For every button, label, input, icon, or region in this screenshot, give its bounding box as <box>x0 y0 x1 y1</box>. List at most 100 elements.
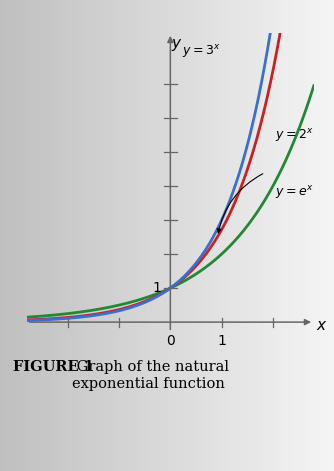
Bar <box>94 0 97 471</box>
Bar <box>67 0 70 471</box>
Bar <box>140 0 144 471</box>
Bar <box>287 0 291 471</box>
Bar <box>57 0 60 471</box>
Bar <box>317 0 321 471</box>
Bar <box>33 0 37 471</box>
Bar <box>0 0 3 471</box>
Bar <box>134 0 137 471</box>
Bar <box>30 0 33 471</box>
Bar <box>327 0 331 471</box>
Bar <box>87 0 90 471</box>
Bar <box>294 0 297 471</box>
Bar <box>174 0 177 471</box>
Bar <box>274 0 277 471</box>
Bar <box>47 0 50 471</box>
Bar <box>43 0 47 471</box>
Bar <box>311 0 314 471</box>
Bar <box>80 0 84 471</box>
Bar <box>230 0 234 471</box>
Bar <box>84 0 87 471</box>
Bar <box>120 0 124 471</box>
Bar <box>104 0 107 471</box>
Bar <box>210 0 214 471</box>
Bar <box>190 0 194 471</box>
Bar <box>10 0 13 471</box>
Text: 0: 0 <box>166 334 175 348</box>
Bar <box>127 0 130 471</box>
Bar <box>124 0 127 471</box>
Bar <box>264 0 267 471</box>
Bar <box>70 0 73 471</box>
Bar <box>301 0 304 471</box>
Text: 1: 1 <box>217 334 226 348</box>
Bar <box>157 0 160 471</box>
Text: x: x <box>317 318 326 333</box>
Bar <box>297 0 301 471</box>
Bar <box>304 0 307 471</box>
Bar <box>100 0 104 471</box>
Bar <box>90 0 94 471</box>
Bar <box>3 0 7 471</box>
Bar <box>291 0 294 471</box>
Bar <box>194 0 197 471</box>
Text: Graph of the natural
exponential function: Graph of the natural exponential functio… <box>72 360 229 390</box>
Bar <box>244 0 247 471</box>
Text: $y = 2^{x}$: $y = 2^{x}$ <box>276 127 314 144</box>
Bar <box>271 0 274 471</box>
Bar <box>117 0 120 471</box>
Bar <box>154 0 157 471</box>
Bar <box>240 0 244 471</box>
Bar <box>53 0 57 471</box>
Bar <box>150 0 154 471</box>
Bar <box>250 0 254 471</box>
Bar <box>147 0 150 471</box>
Bar <box>184 0 187 471</box>
Bar <box>160 0 164 471</box>
Bar <box>247 0 250 471</box>
Bar <box>164 0 167 471</box>
Bar <box>37 0 40 471</box>
Bar <box>321 0 324 471</box>
Bar <box>237 0 240 471</box>
Bar <box>50 0 53 471</box>
Bar <box>7 0 10 471</box>
Text: FIGURE 1: FIGURE 1 <box>13 360 95 374</box>
Bar <box>204 0 207 471</box>
Bar <box>307 0 311 471</box>
Bar <box>217 0 220 471</box>
Bar <box>261 0 264 471</box>
Bar <box>227 0 230 471</box>
Text: y: y <box>171 36 180 51</box>
Bar <box>197 0 200 471</box>
Bar <box>170 0 174 471</box>
Bar <box>180 0 184 471</box>
Bar <box>130 0 134 471</box>
Text: 1: 1 <box>152 281 161 295</box>
Bar <box>200 0 204 471</box>
Bar <box>331 0 334 471</box>
Bar <box>23 0 27 471</box>
Bar <box>60 0 63 471</box>
Bar <box>137 0 140 471</box>
Bar <box>110 0 114 471</box>
Bar <box>234 0 237 471</box>
Bar <box>17 0 20 471</box>
Bar <box>187 0 190 471</box>
Bar <box>167 0 170 471</box>
Bar <box>207 0 210 471</box>
Bar <box>63 0 67 471</box>
Bar <box>13 0 17 471</box>
Bar <box>314 0 317 471</box>
Bar <box>114 0 117 471</box>
Bar <box>27 0 30 471</box>
Bar <box>220 0 224 471</box>
Bar <box>20 0 23 471</box>
Bar <box>144 0 147 471</box>
Bar <box>281 0 284 471</box>
Bar <box>73 0 77 471</box>
Bar <box>267 0 271 471</box>
Bar <box>257 0 261 471</box>
Bar <box>284 0 287 471</box>
Text: $y = e^{x}$: $y = e^{x}$ <box>276 184 314 201</box>
Bar <box>107 0 110 471</box>
